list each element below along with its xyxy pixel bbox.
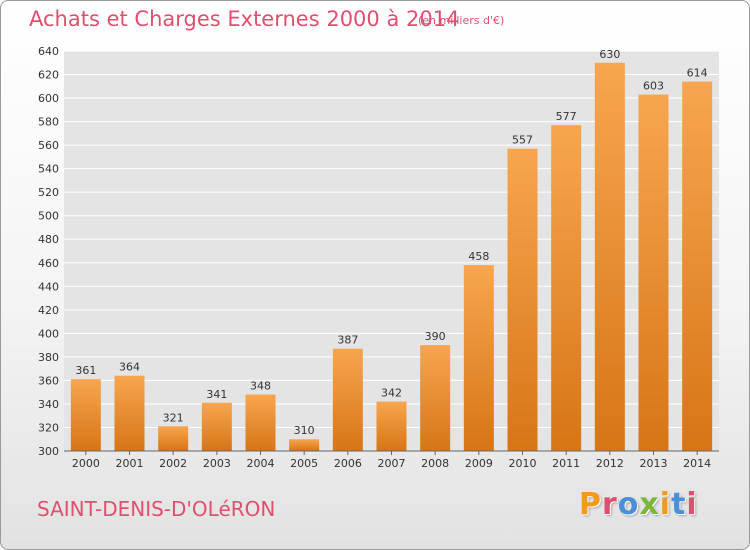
bar [158, 426, 189, 451]
y-tick-label: 300 [38, 445, 59, 458]
x-tick-label: 2005 [290, 457, 318, 470]
y-axis: 300 320 340 360 380 400 420 440 460 480 500 520 540 5… [38, 45, 59, 458]
data-label: 342 [381, 387, 402, 400]
logo-letter: o [617, 487, 640, 522]
bars [70, 62, 713, 452]
x-tick-label: 2003 [203, 457, 231, 470]
proxiti-logo: Proxiti [579, 487, 698, 522]
x-tick-label: 2007 [378, 457, 406, 470]
x-tick-label: 2006 [334, 457, 362, 470]
bar [332, 348, 363, 451]
bar [594, 62, 625, 451]
y-tick-label: 340 [38, 398, 59, 411]
x-tick-label: 2014 [683, 457, 711, 470]
y-tick-label: 580 [38, 116, 59, 129]
y-tick-label: 420 [38, 304, 59, 317]
data-label: 361 [75, 364, 96, 377]
y-tick-label: 400 [38, 327, 59, 340]
y-tick-label: 380 [38, 351, 59, 364]
data-label: 614 [687, 67, 708, 80]
x-tick-label: 2013 [640, 457, 668, 470]
logo-letter: t [671, 487, 687, 522]
bar [201, 402, 232, 451]
bar [463, 265, 494, 451]
x-tick-label: 2001 [116, 457, 144, 470]
y-tick-label: 480 [38, 233, 59, 246]
bar [114, 375, 145, 451]
x-tick-label: 2012 [596, 457, 624, 470]
x-tick-label: 2000 [72, 457, 100, 470]
logo-letter: r [602, 487, 618, 522]
data-label: 557 [512, 134, 533, 147]
chart-subtitle: (en milliers d'€) [418, 14, 505, 27]
bar [245, 394, 276, 451]
x-tick-label: 2008 [421, 457, 449, 470]
y-tick-label: 640 [38, 45, 59, 58]
data-label: 577 [556, 110, 577, 123]
bar [420, 345, 451, 451]
y-tick-label: 360 [38, 374, 59, 387]
data-label: 603 [643, 80, 664, 93]
logo-letter: i [659, 487, 672, 522]
bar [682, 81, 713, 452]
data-label: 321 [163, 411, 184, 424]
x-axis: 2000 2001 2002 2003 2004 2005 2006 2007 2008 2009… [64, 450, 719, 470]
y-tick-label: 600 [38, 92, 59, 105]
data-labels: 361 364 321 341 348 310 387 342 390 458 557 577 630 6… [75, 48, 707, 437]
y-tick-label: 500 [38, 210, 59, 223]
y-tick-label: 440 [38, 280, 59, 293]
bar [638, 94, 669, 451]
y-tick-label: 560 [38, 139, 59, 152]
logo-letter: P [579, 487, 602, 522]
bar [289, 439, 320, 451]
data-label: 364 [119, 361, 140, 374]
x-tick-label: 2010 [509, 457, 537, 470]
data-label: 390 [425, 330, 446, 343]
x-tick-label: 2002 [159, 457, 187, 470]
y-tick-label: 520 [38, 186, 59, 199]
y-tick-label: 620 [38, 69, 59, 82]
data-label: 458 [468, 250, 489, 263]
bar [551, 125, 582, 451]
data-label: 341 [206, 388, 227, 401]
city-name: SAINT-DENIS-D'OLéRON [37, 497, 276, 521]
logo-letter: x [639, 487, 660, 522]
y-tick-label: 460 [38, 257, 59, 270]
logo-letter: i [686, 487, 698, 522]
bar [376, 401, 407, 451]
bar [507, 148, 538, 451]
data-label: 630 [599, 48, 620, 61]
x-tick-label: 2011 [552, 457, 580, 470]
y-tick-label: 320 [38, 421, 59, 434]
data-label: 348 [250, 380, 271, 393]
chart-title: Achats et Charges Externes 2000 à 2014 [29, 7, 460, 31]
y-tick-label: 540 [38, 163, 59, 176]
x-tick-label: 2004 [247, 457, 275, 470]
bar [70, 379, 101, 451]
x-tick-label: 2009 [465, 457, 493, 470]
data-label: 310 [294, 424, 315, 437]
data-label: 387 [337, 334, 358, 347]
